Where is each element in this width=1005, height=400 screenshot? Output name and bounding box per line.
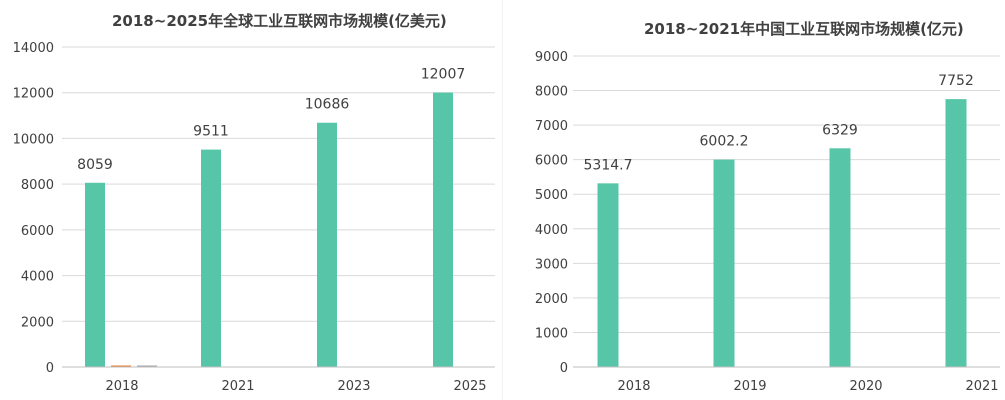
y-tick-label: 4000 bbox=[535, 223, 568, 238]
x-tick-label: 2020 bbox=[849, 379, 882, 394]
bar bbox=[829, 148, 851, 367]
y-tick-label: 12000 bbox=[13, 87, 54, 102]
bar bbox=[317, 122, 337, 368]
bar bbox=[85, 182, 105, 367]
y-tick-label: 6000 bbox=[535, 154, 568, 169]
data-label: 6329 bbox=[822, 122, 858, 138]
y-tick-label: 8000 bbox=[535, 85, 568, 100]
data-label: 9511 bbox=[193, 124, 229, 140]
panel-divider bbox=[502, 0, 503, 400]
x-tick-label: 2019 bbox=[733, 379, 766, 394]
bar bbox=[201, 149, 221, 367]
y-tick-label: 2000 bbox=[535, 292, 568, 307]
data-label: 8059 bbox=[77, 157, 113, 173]
y-tick-label: 7000 bbox=[535, 119, 568, 134]
bar-secondary bbox=[111, 365, 131, 367]
bar bbox=[713, 159, 735, 367]
data-label: 12007 bbox=[421, 67, 466, 83]
bar bbox=[945, 99, 967, 367]
data-label: 7752 bbox=[938, 73, 974, 89]
y-tick-label: 4000 bbox=[21, 270, 54, 285]
chart-title: 2018~2021年中国工业互联网市场规模(亿元) bbox=[644, 20, 964, 38]
y-tick-label: 8000 bbox=[21, 178, 54, 193]
data-label: 6002.2 bbox=[700, 134, 749, 150]
y-tick-label: 0 bbox=[560, 361, 568, 376]
x-tick-label: 2021 bbox=[221, 379, 254, 394]
data-label: 10686 bbox=[305, 97, 350, 113]
y-tick-label: 10000 bbox=[13, 132, 54, 147]
chart-panel-china: 2018~2021年中国工业互联网市场规模(亿元) 0 1000 2000 3000 4… bbox=[506, 0, 1005, 400]
global-market-chart: 0 2000 4000 6000 8000 10000 12000 14000 8059 2018… bbox=[13, 41, 495, 394]
y-tick-label: 1000 bbox=[535, 326, 568, 341]
y-tick-label: 3000 bbox=[535, 257, 568, 272]
y-tick-label: 2000 bbox=[21, 315, 54, 330]
bar bbox=[433, 92, 453, 367]
x-tick-label: 2025 bbox=[453, 379, 486, 394]
chart-panel-global: 2018~2025年全球工业互联网市场规模(亿美元) 0 2000 4000 6000… bbox=[0, 0, 500, 400]
x-tick-label: 2023 bbox=[337, 379, 370, 394]
bar-secondary bbox=[137, 365, 157, 367]
y-tick-label: 9000 bbox=[535, 50, 568, 65]
y-tick-label: 6000 bbox=[21, 224, 54, 239]
y-tick-label: 14000 bbox=[13, 41, 54, 56]
china-market-chart: 0 1000 2000 3000 4000 5000 6000 7000 8000 9000 531… bbox=[535, 50, 1000, 394]
chart-title: 2018~2025年全球工业互联网市场规模(亿美元) bbox=[112, 12, 447, 30]
x-tick-label: 2018 bbox=[105, 379, 138, 394]
y-tick-label: 5000 bbox=[535, 188, 568, 203]
bar bbox=[597, 183, 619, 367]
data-label: 5314.7 bbox=[584, 157, 633, 173]
x-tick-label: 2021 bbox=[965, 379, 998, 394]
y-tick-label: 0 bbox=[46, 361, 54, 376]
x-tick-label: 2018 bbox=[617, 379, 650, 394]
